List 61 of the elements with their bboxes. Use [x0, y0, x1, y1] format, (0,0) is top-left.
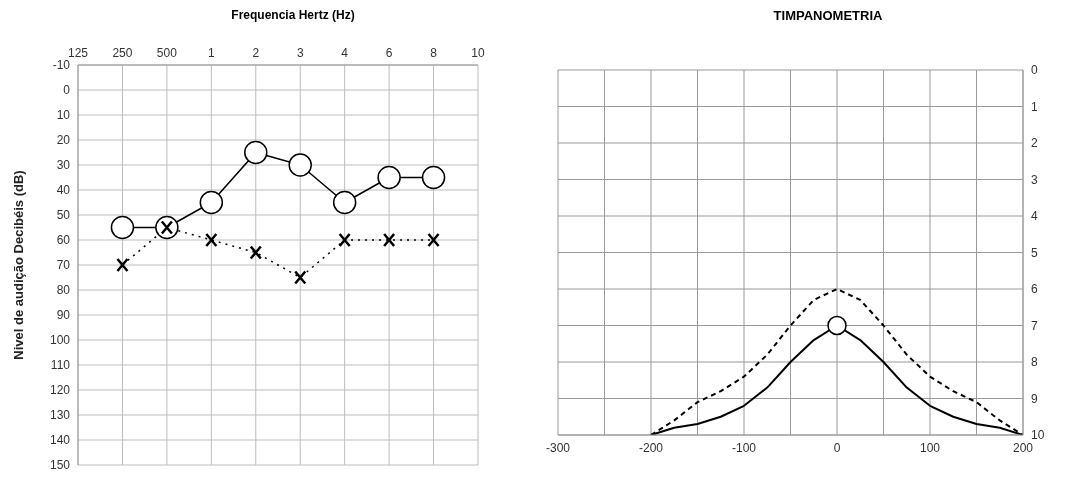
- x-axis-title: Frequencia Hertz (Hz): [230, 8, 356, 24]
- x-tick-label: 2: [252, 46, 260, 60]
- x-tick-label: 100: [919, 440, 941, 455]
- point: [110, 215, 135, 240]
- y-tick-label: 100: [49, 333, 71, 348]
- y-tick-label: 10: [1031, 428, 1045, 443]
- y-tick-label: 0: [1031, 63, 1038, 78]
- x-tick-label: -300: [545, 440, 571, 455]
- y-tick-label: 90: [56, 308, 71, 323]
- y-tick-label: 70: [56, 258, 71, 273]
- y-tick-label: 6: [1031, 282, 1038, 297]
- x-tick-label: 3: [296, 46, 304, 60]
- y-tick-label: 60: [56, 233, 71, 248]
- point: [244, 140, 268, 165]
- y-tick-label: 8: [1031, 355, 1038, 370]
- y-tick-label: 20: [56, 133, 71, 148]
- y-tick-label: 3: [1031, 172, 1038, 187]
- point: [332, 190, 357, 215]
- y-tick-label: 30: [56, 158, 71, 173]
- point: [421, 165, 446, 190]
- chart-title: TIMPANOMETRIA: [772, 8, 884, 25]
- x-tick-label: 1: [207, 46, 215, 60]
- x-tick-label: 6: [385, 46, 393, 60]
- y-tick-label: 0: [63, 83, 71, 98]
- y-tick-label: 9: [1031, 391, 1038, 406]
- y-tick-label: 7: [1031, 318, 1038, 333]
- y-tick-label: 2: [1031, 136, 1038, 151]
- x-tick-label: 250: [112, 46, 133, 60]
- y-tick-label: 130: [49, 408, 71, 423]
- y-axis-title: Nivel de audição Decibéis (dB): [10, 170, 26, 360]
- point: [338, 232, 351, 248]
- x-tick-label: 8: [430, 46, 438, 60]
- x-tick-label: 125: [67, 46, 89, 60]
- y-tick-label: 1: [1031, 99, 1038, 114]
- point: [382, 232, 396, 248]
- y-tick-label: 10: [56, 108, 71, 123]
- y-tick-label: 140: [49, 433, 71, 448]
- x-tick-label: -200: [638, 440, 664, 455]
- x-tick-label: 10: [471, 46, 485, 60]
- x-tick-label: 200: [1012, 440, 1034, 455]
- y-tick-label: 50: [56, 208, 71, 223]
- point: [293, 270, 307, 285]
- y-tick-label: 120: [49, 383, 71, 398]
- y-tick-label: 110: [50, 358, 71, 373]
- y-tick-label: 4: [1031, 209, 1038, 224]
- x-tick-label: 4: [341, 46, 349, 60]
- point: [116, 257, 129, 273]
- point: [205, 232, 218, 248]
- x-tick-label: -100: [731, 440, 757, 455]
- point: [377, 165, 401, 190]
- y-tick-label: 40: [56, 183, 71, 198]
- y-tick-label: 80: [56, 283, 71, 298]
- y-tick-label: 150: [49, 458, 71, 473]
- point: [199, 190, 224, 215]
- point: [288, 153, 312, 177]
- y-tick-label: 5: [1031, 245, 1038, 260]
- x-tick-label: 500: [156, 46, 178, 60]
- x-tick-label: 0: [833, 440, 841, 455]
- point: [249, 245, 263, 260]
- y-tick-label: -10: [52, 58, 71, 73]
- point: [427, 232, 440, 248]
